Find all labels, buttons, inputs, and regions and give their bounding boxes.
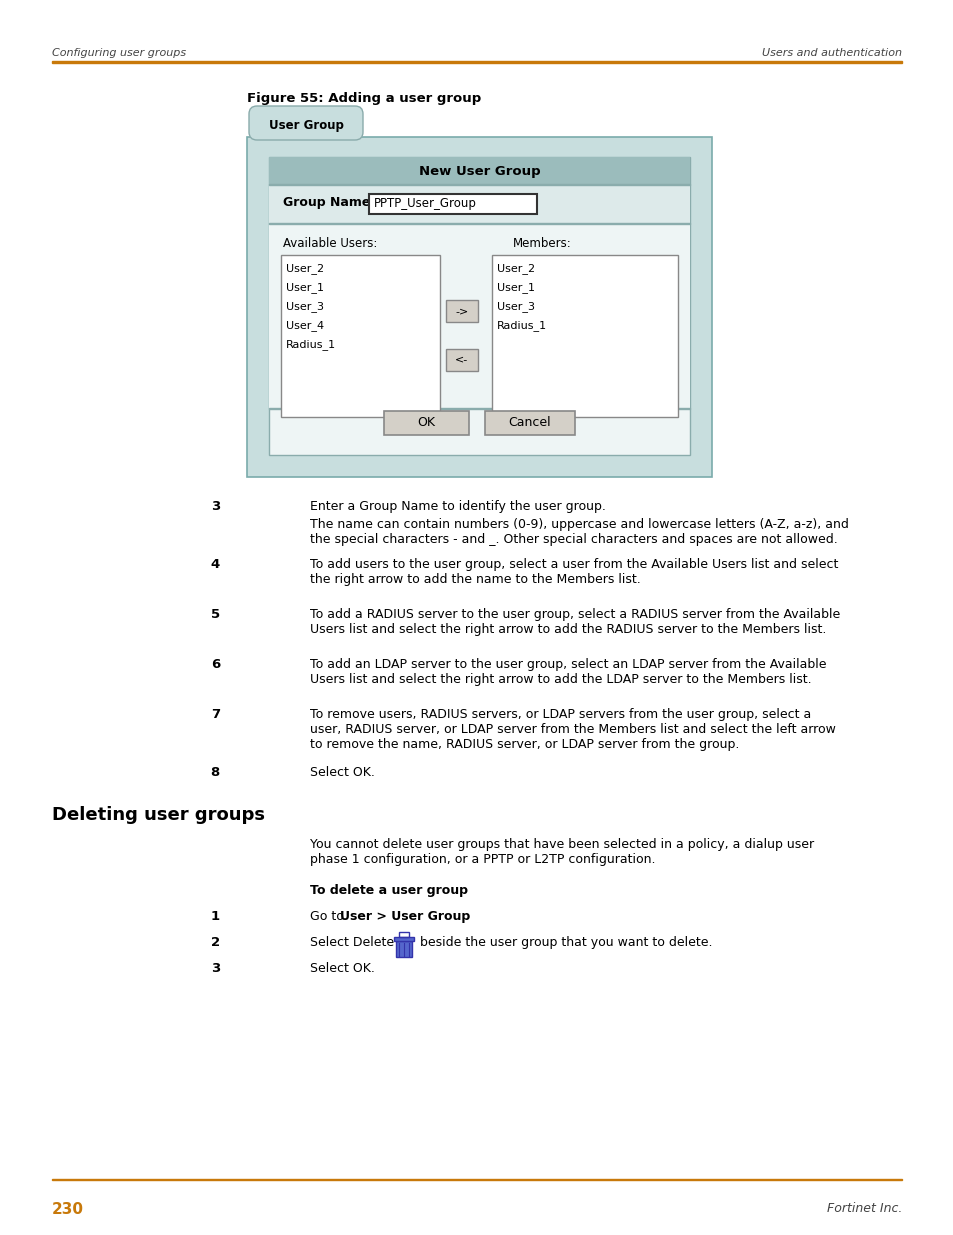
Bar — [398, 932, 409, 937]
Text: User_1: User_1 — [497, 282, 535, 293]
FancyBboxPatch shape — [249, 106, 363, 140]
Text: To delete a user group: To delete a user group — [310, 884, 468, 897]
Text: User_1: User_1 — [286, 282, 324, 293]
Text: Radius_1: Radius_1 — [286, 338, 335, 350]
Text: User_4: User_4 — [286, 320, 324, 331]
Text: Enter a Group Name to identify the user group.: Enter a Group Name to identify the user … — [310, 500, 605, 513]
Text: 7: 7 — [211, 708, 220, 721]
Text: You cannot delete user groups that have been selected in a policy, a dialup user: You cannot delete user groups that have … — [310, 839, 813, 866]
Text: To remove users, RADIUS servers, or LDAP servers from the user group, select a
u: To remove users, RADIUS servers, or LDAP… — [310, 708, 835, 751]
Text: 5: 5 — [211, 608, 220, 621]
Text: To add users to the user group, select a user from the Available Users list and : To add users to the user group, select a… — [310, 558, 838, 585]
Text: 3: 3 — [211, 500, 220, 513]
Text: Select OK.: Select OK. — [310, 766, 375, 779]
Text: 4: 4 — [211, 558, 220, 571]
Text: Radius_1: Radius_1 — [497, 320, 547, 331]
Bar — [281, 254, 439, 417]
Text: beside the user group that you want to delete.: beside the user group that you want to d… — [416, 936, 712, 948]
Bar — [384, 411, 469, 435]
Bar — [369, 194, 537, 214]
Bar — [269, 186, 689, 224]
Text: Cancel: Cancel — [508, 416, 551, 430]
Text: User_3: User_3 — [497, 301, 535, 312]
Bar — [484, 411, 575, 435]
Text: 230: 230 — [52, 1202, 84, 1216]
Text: New User Group: New User Group — [418, 164, 539, 178]
Text: User_3: User_3 — [286, 301, 324, 312]
Text: Select Delete: Select Delete — [310, 936, 397, 948]
Text: ->: -> — [455, 306, 468, 316]
Bar — [247, 137, 711, 477]
Text: 8: 8 — [211, 766, 220, 779]
Text: Members:: Members: — [513, 237, 572, 249]
Bar — [269, 157, 689, 454]
Text: 2: 2 — [211, 936, 220, 948]
Text: PPTP_User_Group: PPTP_User_Group — [374, 198, 476, 210]
Text: 1: 1 — [211, 910, 220, 923]
Text: Go to: Go to — [310, 910, 348, 923]
Text: Select OK.: Select OK. — [310, 962, 375, 974]
Text: To add an LDAP server to the user group, select an LDAP server from the Availabl: To add an LDAP server to the user group,… — [310, 658, 825, 685]
Text: Configuring user groups: Configuring user groups — [52, 48, 186, 58]
Text: Users and authentication: Users and authentication — [761, 48, 901, 58]
Bar — [269, 157, 689, 185]
Text: 6: 6 — [211, 658, 220, 671]
Text: Deleting user groups: Deleting user groups — [52, 806, 265, 824]
Text: Group Name:: Group Name: — [283, 196, 375, 209]
Bar — [395, 941, 412, 957]
Text: Available Users:: Available Users: — [283, 237, 377, 249]
Text: Figure 55: Adding a user group: Figure 55: Adding a user group — [247, 91, 480, 105]
Text: User_2: User_2 — [497, 263, 535, 274]
Text: User Group: User Group — [269, 120, 343, 132]
Text: <-: <- — [455, 354, 468, 366]
Text: Fortinet Inc.: Fortinet Inc. — [825, 1202, 901, 1215]
Bar — [269, 225, 689, 410]
Bar — [446, 350, 477, 370]
Text: OK: OK — [417, 416, 435, 430]
Bar — [52, 61, 901, 63]
Text: User > User Group: User > User Group — [339, 910, 470, 923]
Bar — [52, 1178, 901, 1179]
Text: The name can contain numbers (0-9), uppercase and lowercase letters (A-Z, a-z), : The name can contain numbers (0-9), uppe… — [310, 517, 848, 546]
Bar — [446, 300, 477, 322]
Text: To add a RADIUS server to the user group, select a RADIUS server from the Availa: To add a RADIUS server to the user group… — [310, 608, 840, 636]
Bar — [492, 254, 678, 417]
Text: 3: 3 — [211, 962, 220, 974]
Text: User_2: User_2 — [286, 263, 324, 274]
Bar — [394, 937, 414, 941]
